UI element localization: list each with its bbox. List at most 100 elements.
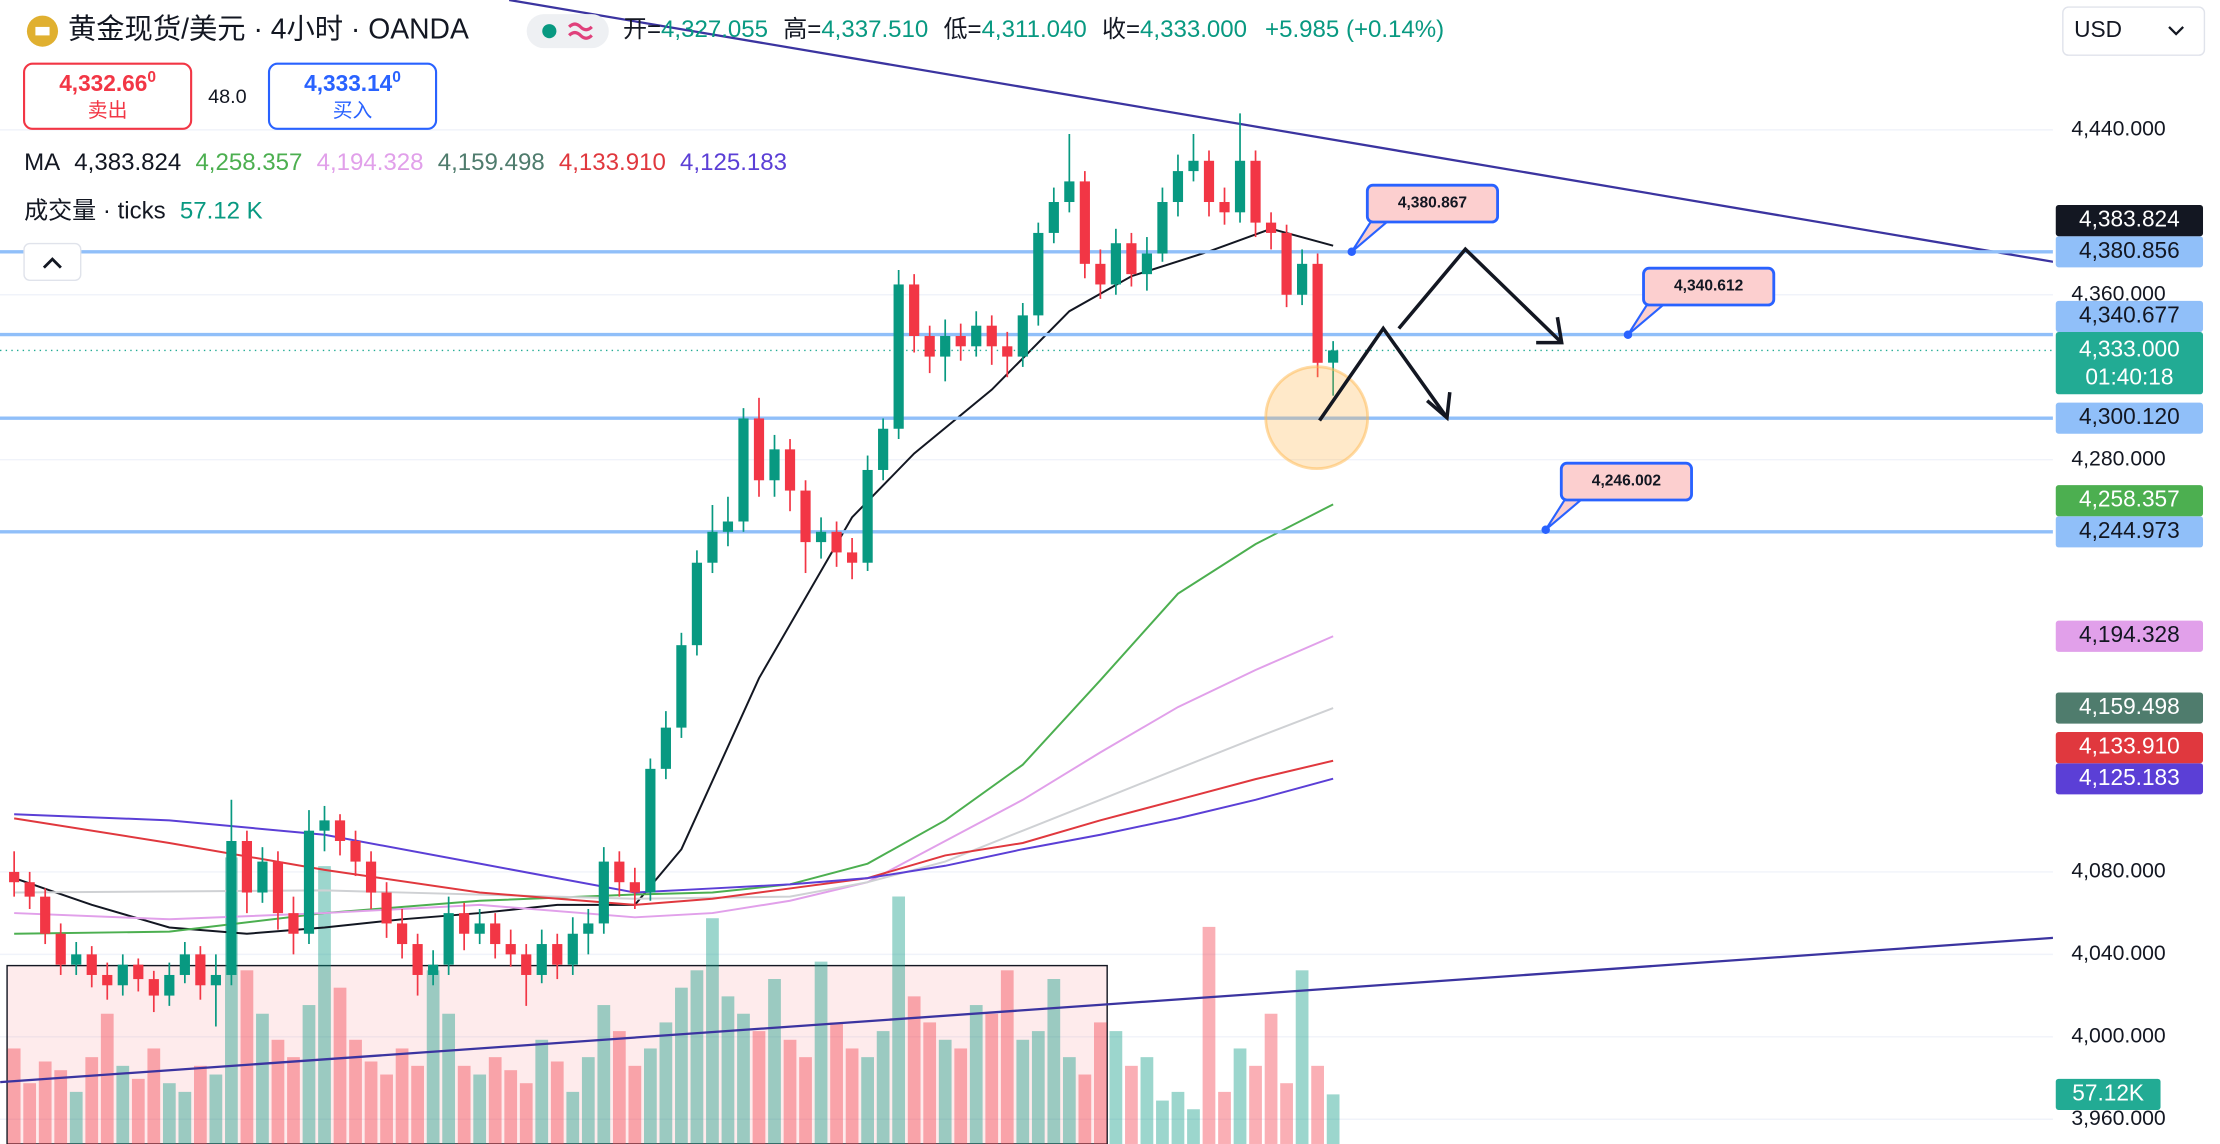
volume-bar (1280, 1083, 1293, 1144)
candle-body (1110, 243, 1121, 285)
candle-body (521, 954, 532, 975)
volume-bar (162, 1083, 176, 1144)
ohlc-label: 低= (943, 17, 981, 44)
candle-body (40, 896, 51, 934)
candle-body (86, 954, 97, 975)
ohlc-label: 高= (783, 17, 821, 44)
volume-bar (1031, 1031, 1045, 1144)
candle-body (924, 335, 935, 357)
ma-value: 4,258.357 (195, 150, 302, 177)
price-label-box (2055, 620, 2204, 652)
volume-bar (985, 1013, 999, 1144)
sell-button[interactable]: 4,332.660 卖出 (23, 62, 193, 130)
candle-body (940, 335, 951, 357)
currency-chevron[interactable] (2168, 26, 2184, 36)
volume-bar (659, 1022, 673, 1144)
volume-bar (1156, 1100, 1169, 1144)
plot-area (0, 0, 2053, 1144)
ma-value: 4,125.183 (680, 150, 787, 177)
ohlc-value: 4,337.510 (821, 17, 928, 44)
price-label: 4,133.910 (2079, 733, 2180, 759)
candle-body (443, 913, 454, 965)
sell-box[interactable] (23, 62, 193, 130)
candle-body (71, 954, 82, 965)
volume-bar (302, 1005, 316, 1144)
volume-bar (581, 1057, 595, 1144)
volume-bar (550, 1061, 564, 1144)
callout-box (1642, 266, 1776, 307)
volume-bar (1109, 1031, 1123, 1144)
candle-body (629, 882, 640, 893)
price-label-box (2055, 332, 2204, 395)
collapse-button[interactable] (23, 242, 82, 282)
volume-bar (752, 1031, 766, 1144)
callout-label: 4,246.002 (1592, 473, 1662, 490)
y-tick-label: 4,280.000 (2071, 447, 2165, 470)
volume-bar (426, 970, 440, 1144)
sell-sup[interactable]: 0 (147, 69, 156, 86)
buy-button[interactable]: 4,333.140 买入 (267, 62, 438, 130)
volume-label: 57.12K (2072, 1079, 2144, 1105)
candle-body (846, 552, 858, 563)
sell-price[interactable]: 4,332.66 (59, 70, 147, 96)
volume-bar (830, 1022, 843, 1144)
candle-body (1002, 346, 1013, 357)
volume-bar (954, 1048, 968, 1144)
ma-value: 4,159.498 (438, 150, 545, 177)
volume-bar (23, 1083, 37, 1144)
candle-body (133, 964, 144, 980)
volume-bar (814, 961, 828, 1144)
ma-line (14, 759, 1334, 906)
currency-box[interactable] (2062, 6, 2206, 56)
highlight-circle (1264, 365, 1370, 471)
price-label-box (2055, 485, 2204, 517)
candle-body (381, 892, 392, 924)
callout-anchor (1541, 525, 1550, 534)
volume-bar (1062, 1057, 1076, 1144)
y-tick-label: 4,360.000 (2071, 282, 2165, 305)
y-tick-label: 4,000.000 (2071, 1024, 2165, 1047)
collapse-icon[interactable] (42, 257, 62, 269)
ma-value: 4,194.328 (317, 150, 424, 177)
volume-bar (457, 1065, 471, 1144)
volume-bar (969, 1005, 983, 1144)
candle-body (955, 335, 966, 347)
volume-bar (783, 1039, 797, 1144)
buy-price[interactable]: 4,333.14 (304, 70, 393, 96)
volume-bar (845, 1048, 859, 1144)
price-label: 4,125.183 (2079, 764, 2180, 790)
currency[interactable]: USD (2074, 16, 2122, 42)
price-label-box (2055, 692, 2204, 724)
volume-bar (1047, 979, 1061, 1144)
sell-price-text[interactable]: 4,332.660 (59, 69, 156, 96)
volume-bar (442, 1013, 456, 1144)
volume-bar (287, 1057, 300, 1144)
buy-sup[interactable]: 0 (392, 69, 401, 86)
candle-body (1048, 202, 1059, 233)
buy-price-text[interactable]: 4,333.140 (304, 69, 401, 96)
candle-body (288, 913, 299, 934)
candle-body (1188, 160, 1199, 172)
price-label-box (2055, 516, 2204, 548)
buy-label[interactable]: 买入 (333, 100, 373, 122)
candle-body (226, 840, 237, 975)
candle-body (179, 954, 190, 975)
candle-body (1328, 350, 1339, 363)
ma-line (14, 777, 1334, 894)
candle-body (365, 861, 377, 893)
collapse-box[interactable] (23, 242, 82, 282)
volume-bar (643, 1048, 657, 1144)
candle-body (909, 284, 920, 336)
sell-label[interactable]: 卖出 (88, 100, 128, 122)
trendline (508, 0, 2053, 263)
buy-box[interactable] (267, 62, 438, 130)
arrow-head (1536, 316, 1564, 345)
ohlc-label: 开= (623, 17, 661, 44)
currency-select[interactable]: USD (2062, 6, 2206, 56)
volume-bar (7, 1048, 21, 1144)
candle-body (210, 974, 221, 986)
arrow-head (1425, 391, 1452, 422)
y-tick-label: 4,440.000 (2071, 117, 2165, 140)
